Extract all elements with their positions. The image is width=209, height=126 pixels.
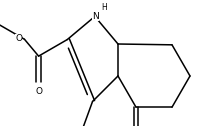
Text: O: O bbox=[15, 34, 22, 43]
Text: H: H bbox=[101, 3, 107, 12]
Text: N: N bbox=[93, 12, 99, 21]
Text: O: O bbox=[35, 87, 42, 96]
